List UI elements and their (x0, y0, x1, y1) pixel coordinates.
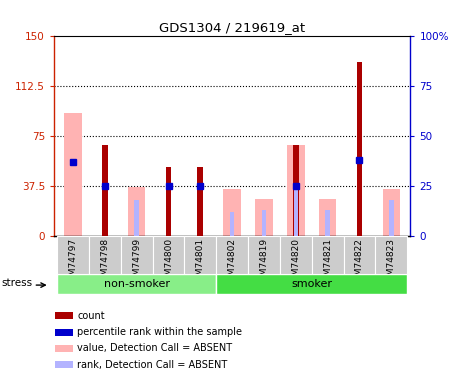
Bar (102, 145, 108, 236)
Bar (166, 167, 171, 236)
Bar (319, 199, 336, 236)
Text: GSM74822: GSM74822 (355, 238, 364, 287)
Text: value, Detection Call = ABSENT: value, Detection Call = ABSENT (77, 344, 233, 354)
Bar (293, 145, 299, 236)
Bar (54, 312, 73, 319)
Bar (262, 210, 266, 236)
Bar (152, 236, 184, 274)
Text: GSM74797: GSM74797 (68, 238, 77, 287)
Bar (375, 236, 407, 274)
Bar (223, 189, 241, 236)
Text: GSM74801: GSM74801 (196, 238, 205, 287)
Bar (325, 210, 330, 236)
Bar (230, 212, 234, 236)
Text: rank, Detection Call = ABSENT: rank, Detection Call = ABSENT (77, 360, 227, 370)
Bar (248, 236, 280, 274)
Bar (255, 199, 273, 236)
Text: smoker: smoker (291, 279, 332, 289)
Bar (57, 274, 216, 294)
Bar (128, 187, 145, 236)
Bar (216, 274, 407, 294)
Text: GSM74802: GSM74802 (227, 238, 237, 287)
Bar (121, 236, 152, 274)
Text: GSM74798: GSM74798 (100, 238, 109, 287)
Bar (287, 145, 304, 236)
Text: GSM74823: GSM74823 (387, 238, 396, 287)
Bar (383, 189, 400, 236)
Bar (356, 62, 363, 236)
Bar (54, 345, 73, 352)
Bar (216, 236, 248, 274)
Text: GSM74799: GSM74799 (132, 238, 141, 287)
Bar (294, 186, 298, 236)
Text: GSM74800: GSM74800 (164, 238, 173, 287)
Title: GDS1304 / 219619_at: GDS1304 / 219619_at (159, 21, 305, 34)
Text: GSM74820: GSM74820 (291, 238, 300, 287)
Bar (64, 113, 82, 236)
Text: percentile rank within the sample: percentile rank within the sample (77, 327, 242, 337)
Text: non-smoker: non-smoker (104, 279, 170, 289)
Text: count: count (77, 310, 105, 321)
Bar (135, 200, 139, 236)
Bar (197, 167, 203, 236)
Bar (57, 236, 89, 274)
Bar (184, 236, 216, 274)
Bar (280, 236, 312, 274)
Text: GSM74821: GSM74821 (323, 238, 332, 287)
Text: stress: stress (1, 278, 32, 288)
Bar (389, 200, 393, 236)
Bar (312, 236, 343, 274)
Text: GSM74819: GSM74819 (259, 238, 268, 287)
Bar (54, 361, 73, 368)
Bar (89, 236, 121, 274)
Bar (343, 236, 375, 274)
Bar (54, 328, 73, 336)
